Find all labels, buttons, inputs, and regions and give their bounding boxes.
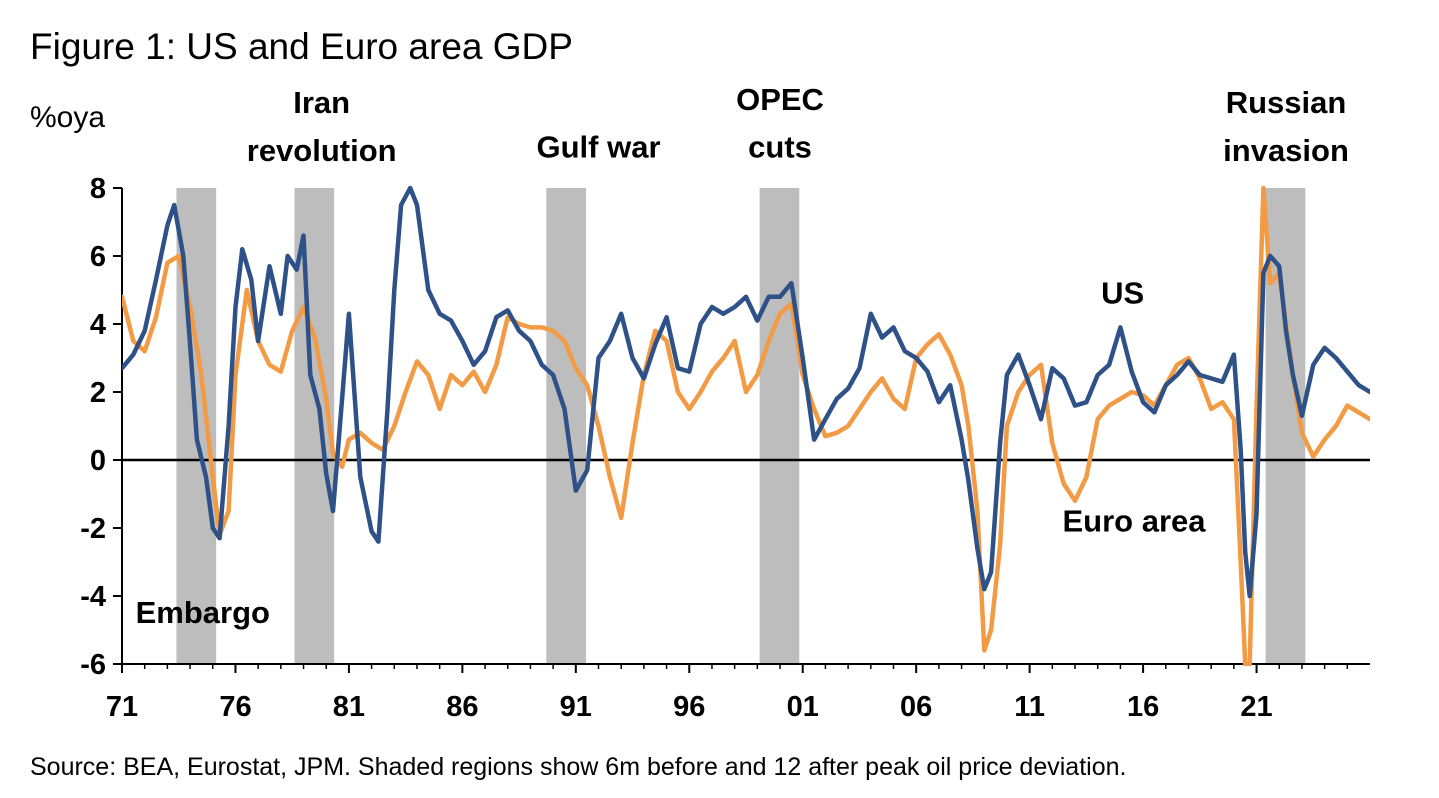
x-tick-label: 76	[219, 691, 251, 723]
shaded-regions	[176, 188, 1306, 664]
y-tick-label: -6	[80, 649, 106, 681]
x-tick-label: 86	[446, 691, 478, 723]
event-label: Gulf war	[537, 129, 661, 164]
x-tick-label: 91	[560, 691, 592, 723]
source-note: Source: BEA, Eurostat, JPM. Shaded regio…	[30, 753, 1126, 781]
event-label: Iran	[293, 85, 350, 120]
x-tick-label: 71	[106, 691, 138, 723]
event-label: cuts	[748, 129, 812, 164]
x-tick-label: 01	[787, 691, 819, 723]
series-lines	[122, 186, 1370, 666]
y-tick-label: 8	[90, 173, 106, 205]
y-tick-label: 2	[90, 377, 106, 409]
x-tick-label: 96	[673, 691, 705, 723]
y-tick-label: -2	[80, 513, 106, 545]
y-tick-label: 4	[90, 309, 106, 341]
series-label: Euro area	[1063, 503, 1207, 538]
shaded-region-4	[759, 188, 800, 664]
x-tick-label: 21	[1240, 691, 1272, 723]
event-label: Embargo	[136, 595, 270, 630]
event-label: Russian	[1226, 85, 1347, 120]
y-tick-label: -4	[80, 581, 106, 613]
y-axis-unit-label: %oya	[30, 101, 105, 134]
x-tick-label: 11	[1014, 691, 1045, 723]
y-tick-label: 6	[90, 241, 106, 273]
series-line-us	[122, 186, 1370, 599]
series-label: US	[1101, 276, 1144, 311]
x-tick-label: 06	[900, 691, 932, 723]
annotations: Embargo Iran revolution Gulf war OPEC cuts Rus…	[136, 82, 1349, 630]
x-tick-label: 16	[1127, 691, 1159, 723]
event-label: invasion	[1223, 133, 1349, 168]
x-tick-label: 81	[333, 691, 365, 723]
event-label: OPEC	[736, 82, 824, 117]
chart-title: Figure 1: US and Euro area GDP	[30, 26, 573, 67]
y-tick-label: 0	[90, 445, 106, 477]
event-label: revolution	[247, 133, 397, 168]
